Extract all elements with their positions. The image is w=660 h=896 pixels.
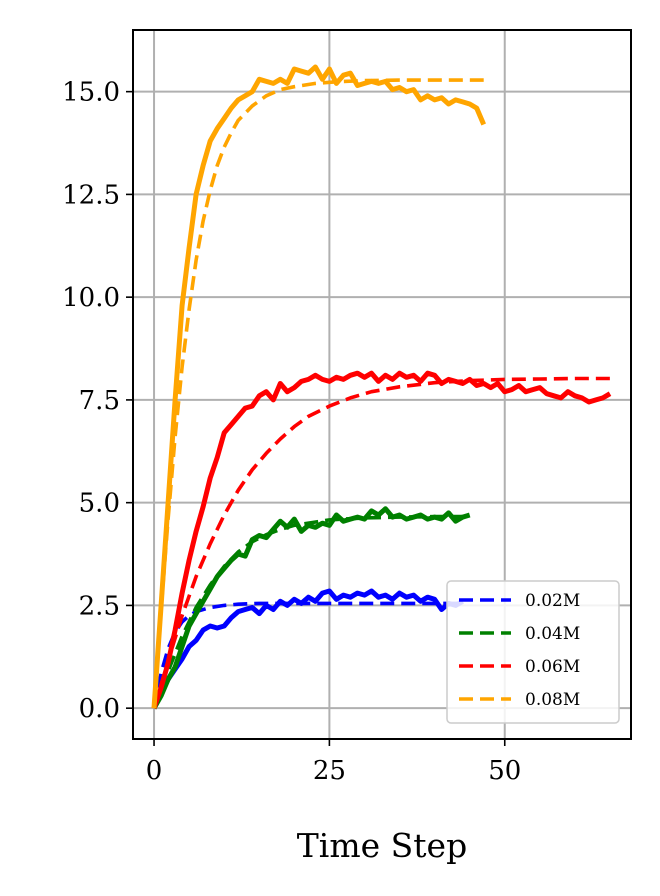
axes-ticks: 0 25 50 0.0 2.5 5.0 7.5 10.0 12.5 15.0 xyxy=(62,78,521,786)
x-tick-label: 50 xyxy=(488,756,521,786)
y-tick-label: 12.5 xyxy=(62,180,120,210)
legend-label: 0.06M xyxy=(525,657,580,677)
y-tick-label: 5.0 xyxy=(79,489,120,519)
y-tick-label: 10.0 xyxy=(62,283,120,313)
legend: 0.02M 0.04M 0.06M 0.08M xyxy=(446,580,620,724)
x-tick-label: 0 xyxy=(146,756,163,786)
legend-box xyxy=(446,580,620,724)
plot-area xyxy=(151,64,612,710)
series-006M-fit-line xyxy=(152,376,610,709)
series-008M-observed-line xyxy=(151,64,486,709)
y-tick-label: 7.5 xyxy=(79,386,120,416)
x-axis-title: Time Step xyxy=(297,826,467,865)
plot-frame xyxy=(132,29,632,740)
x-tick-label: 25 xyxy=(313,756,346,786)
series-004M-fit-line xyxy=(152,514,470,709)
y-tick-label: 15.0 xyxy=(62,78,120,108)
legend-label: 0.04M xyxy=(525,624,580,644)
y-tick-label: 0.0 xyxy=(79,694,120,724)
legend-label: 0.08M xyxy=(525,690,580,710)
series-006M-observed-line xyxy=(151,370,612,710)
series-008M-fit-line xyxy=(152,78,484,709)
series-002M-observed-line xyxy=(151,588,464,710)
grid xyxy=(133,30,631,739)
y-tick-label: 2.5 xyxy=(79,591,120,621)
series-group xyxy=(151,64,612,710)
legend-label: 0.02M xyxy=(525,591,580,611)
